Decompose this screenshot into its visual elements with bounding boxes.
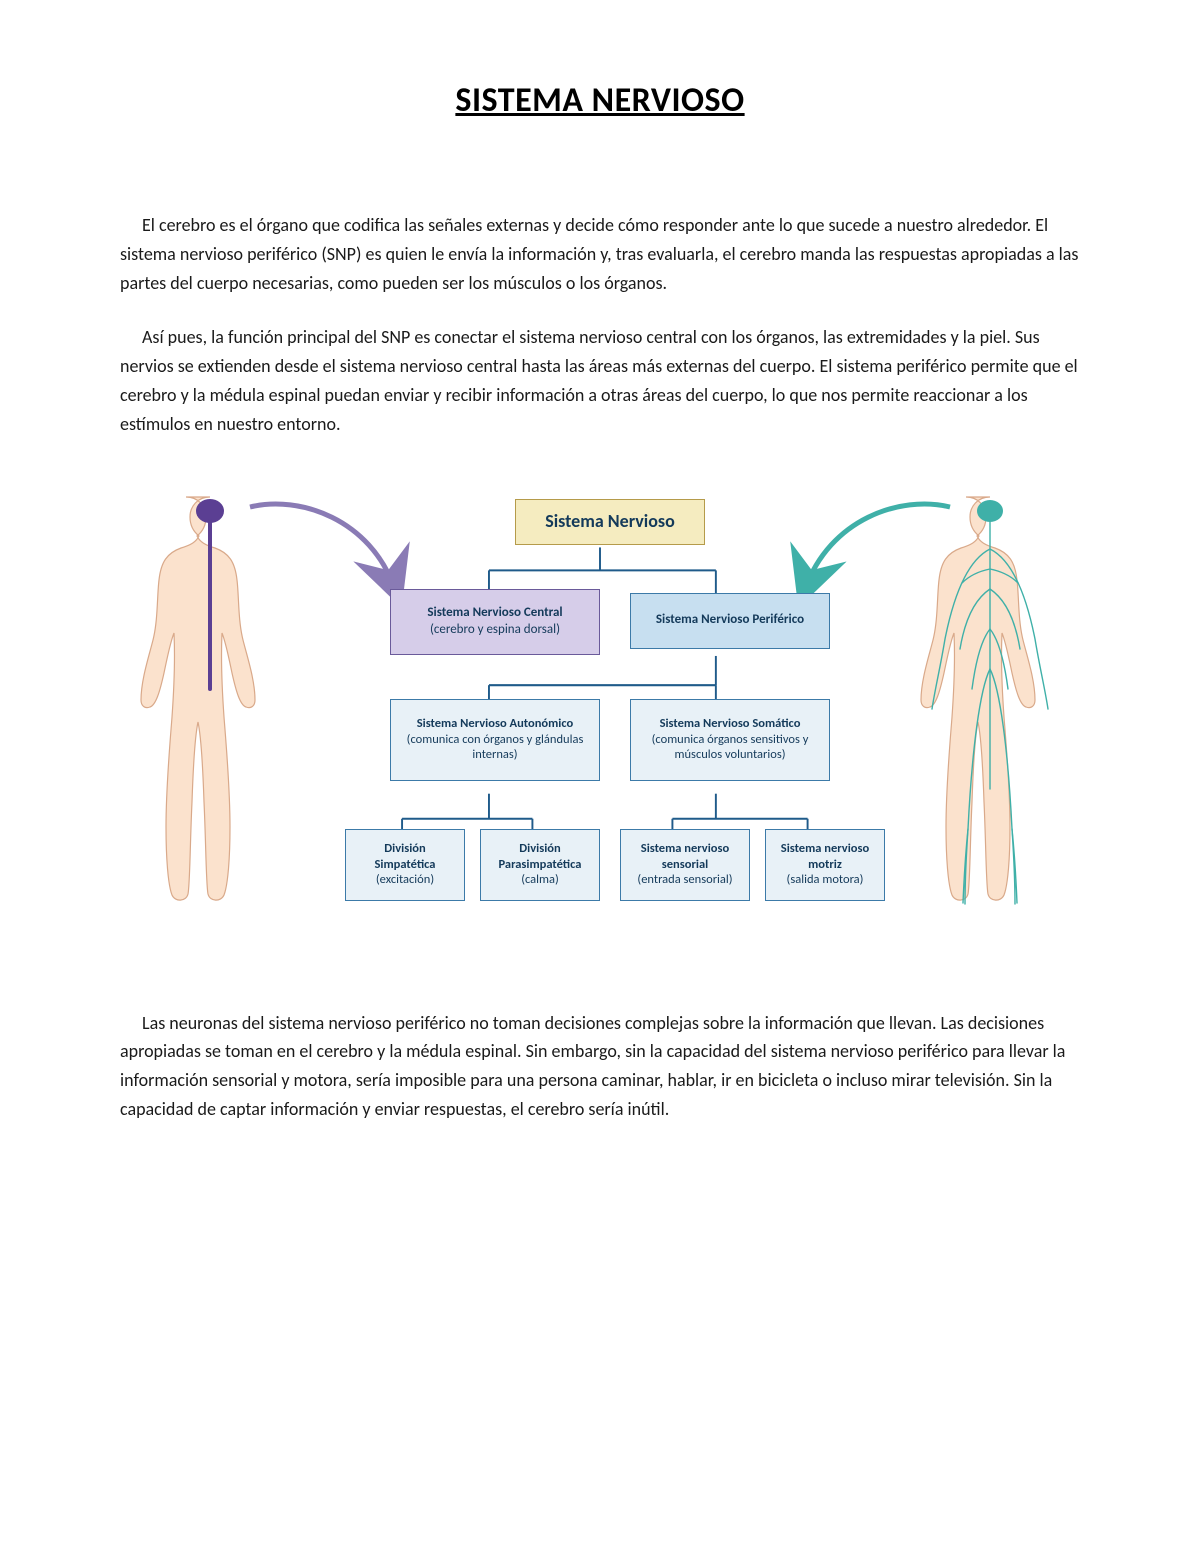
- node-parasympathetic-sub: (calma): [521, 872, 559, 888]
- node-autonomic-sub: (comunica con órganos y glándulas intern…: [399, 732, 591, 763]
- node-motor-title: Sistema nervioso motriz: [774, 841, 876, 872]
- node-somatic-title: Sistema Nervioso Somático: [660, 716, 801, 732]
- node-snc-title: Sistema Nervioso Central: [427, 605, 562, 621]
- node-sympathetic-title: División Simpatética: [354, 841, 456, 872]
- node-snp-title: Sistema Nervioso Periférico: [656, 612, 804, 628]
- node-parasympathetic: División Parasimpatética (calma): [480, 829, 600, 901]
- node-sensory-sub: (entrada sensorial): [637, 872, 732, 888]
- paragraph-3: Las neuronas del sistema nervioso perifé…: [120, 1009, 1080, 1124]
- flowchart: Sistema Nervioso Sistema Nervioso Centra…: [320, 489, 880, 969]
- node-root: Sistema Nervioso: [515, 499, 705, 545]
- node-somatic: Sistema Nervioso Somático (comunica órga…: [630, 699, 830, 781]
- node-autonomic-title: Sistema Nervioso Autonómico: [417, 716, 574, 732]
- paragraph-2: Así pues, la función principal del SNP e…: [120, 323, 1080, 438]
- page-title: SISTEMA NERVIOSO: [120, 80, 1080, 121]
- node-sympathetic: División Simpatética (excitación): [345, 829, 465, 901]
- node-snc: Sistema Nervioso Central (cerebro y espi…: [390, 589, 600, 655]
- node-sensory-title: Sistema nervioso sensorial: [629, 841, 741, 872]
- node-snp: Sistema Nervioso Periférico: [630, 593, 830, 649]
- node-sympathetic-sub: (excitación): [376, 872, 434, 888]
- node-parasympathetic-title: División Parasimpatética: [489, 841, 591, 872]
- node-snc-sub: (cerebro y espina dorsal): [430, 622, 560, 638]
- node-root-title: Sistema Nervioso: [545, 510, 675, 533]
- paragraph-1: El cerebro es el órgano que codifica las…: [120, 211, 1080, 297]
- nervous-system-diagram: Sistema Nervioso Sistema Nervioso Centra…: [120, 489, 1080, 969]
- node-motor-sub: (salida motora): [787, 872, 864, 888]
- node-sensory: Sistema nervioso sensorial (entrada sens…: [620, 829, 750, 901]
- node-somatic-sub: (comunica órganos sensitivos y músculos …: [639, 732, 821, 763]
- node-motor: Sistema nervioso motriz (salida motora): [765, 829, 885, 901]
- node-autonomic: Sistema Nervioso Autonómico (comunica co…: [390, 699, 600, 781]
